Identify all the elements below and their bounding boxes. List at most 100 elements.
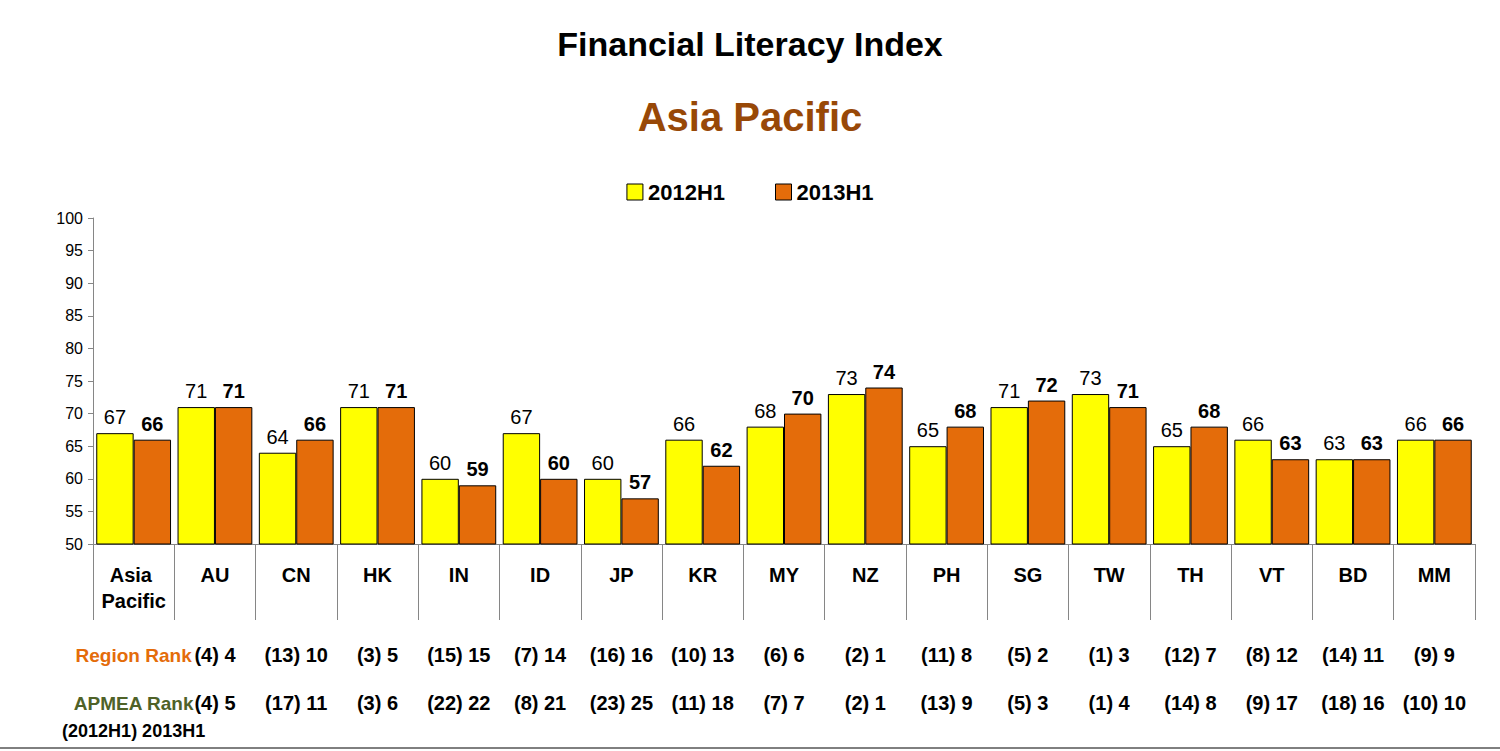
- svg-text:ID: ID: [530, 564, 550, 586]
- svg-text:65: 65: [917, 419, 939, 441]
- svg-text:55: 55: [65, 503, 83, 520]
- svg-text:KR: KR: [688, 564, 717, 586]
- svg-text:(11) 8: (11) 8: [921, 644, 972, 666]
- svg-text:71: 71: [998, 380, 1020, 402]
- svg-text:(13) 9: (13) 9: [920, 692, 972, 714]
- svg-text:2013H1: 2013H1: [797, 180, 874, 205]
- svg-text:66: 66: [1405, 413, 1427, 435]
- svg-text:2012H1: 2012H1: [648, 180, 725, 205]
- svg-text:(2012H1) 2013H1: (2012H1) 2013H1: [62, 721, 205, 741]
- svg-text:Pacific: Pacific: [101, 590, 165, 612]
- svg-text:Financial Literacy Index: Financial Literacy Index: [557, 25, 943, 63]
- svg-text:(8) 21: (8) 21: [514, 692, 566, 714]
- svg-text:73: 73: [1079, 367, 1101, 389]
- svg-text:(1) 4: (1) 4: [1089, 692, 1131, 714]
- svg-text:(10) 13: (10) 13: [671, 644, 734, 666]
- svg-text:71: 71: [185, 380, 207, 402]
- svg-text:60: 60: [429, 452, 451, 474]
- svg-text:(1) 3: (1) 3: [1089, 644, 1130, 666]
- svg-text:71: 71: [385, 380, 407, 402]
- svg-text:80: 80: [65, 340, 83, 357]
- svg-text:62: 62: [710, 439, 732, 461]
- svg-text:71: 71: [348, 380, 370, 402]
- svg-text:(9) 17: (9) 17: [1246, 692, 1298, 714]
- svg-text:72: 72: [1035, 374, 1057, 396]
- svg-text:BD: BD: [1339, 564, 1368, 586]
- svg-text:68: 68: [954, 400, 976, 422]
- svg-text:68: 68: [754, 400, 776, 422]
- svg-text:Asia: Asia: [110, 564, 158, 586]
- svg-text:66: 66: [304, 413, 326, 435]
- svg-text:NZ: NZ: [852, 564, 879, 586]
- svg-text:63: 63: [1361, 432, 1383, 454]
- svg-text:IN: IN: [449, 564, 469, 586]
- svg-text:(15) 15: (15) 15: [427, 644, 490, 666]
- svg-text:(3) 5: (3) 5: [357, 644, 398, 666]
- svg-text:TH: TH: [1177, 564, 1204, 586]
- svg-text:50: 50: [65, 536, 83, 553]
- svg-text:71: 71: [223, 380, 245, 402]
- svg-text:71: 71: [1117, 380, 1139, 402]
- svg-text:67: 67: [510, 406, 532, 428]
- svg-text:(4) 4: (4) 4: [194, 644, 236, 666]
- svg-text:66: 66: [1242, 413, 1264, 435]
- svg-text:(17) 11: (17) 11: [265, 692, 327, 714]
- svg-text:(18) 16: (18) 16: [1321, 692, 1384, 714]
- svg-text:70: 70: [65, 405, 83, 422]
- svg-text:APMEA Rank: APMEA Rank: [74, 693, 194, 714]
- svg-text:(13) 10: (13) 10: [265, 644, 328, 666]
- svg-text:73: 73: [835, 367, 857, 389]
- svg-text:(8) 12: (8) 12: [1246, 644, 1298, 666]
- svg-text:(11) 18: (11) 18: [672, 692, 734, 714]
- svg-text:66: 66: [1442, 413, 1464, 435]
- svg-text:(5) 3: (5) 3: [1007, 692, 1048, 714]
- svg-text:64: 64: [266, 426, 288, 448]
- svg-text:57: 57: [629, 471, 651, 493]
- svg-text:(3) 6: (3) 6: [357, 692, 398, 714]
- svg-text:TW: TW: [1094, 564, 1125, 586]
- svg-text:(14) 8: (14) 8: [1164, 692, 1216, 714]
- svg-text:(7) 14: (7) 14: [514, 644, 567, 666]
- svg-text:60: 60: [592, 452, 614, 474]
- svg-text:AU: AU: [200, 564, 229, 586]
- svg-text:70: 70: [792, 387, 814, 409]
- svg-text:75: 75: [65, 373, 83, 390]
- svg-text:(16) 16: (16) 16: [590, 644, 653, 666]
- svg-text:(14) 11: (14) 11: [1322, 644, 1384, 666]
- svg-text:MM: MM: [1418, 564, 1451, 586]
- svg-text:PH: PH: [933, 564, 961, 586]
- svg-text:59: 59: [466, 458, 488, 480]
- svg-text:SG: SG: [1013, 564, 1042, 586]
- svg-text:JP: JP: [609, 564, 633, 586]
- svg-text:(9) 9: (9) 9: [1414, 644, 1455, 666]
- svg-text:65: 65: [1161, 419, 1183, 441]
- svg-text:(4) 5: (4) 5: [194, 692, 235, 714]
- svg-text:CN: CN: [282, 564, 311, 586]
- svg-text:60: 60: [65, 470, 83, 487]
- svg-text:(5) 2: (5) 2: [1007, 644, 1048, 666]
- svg-text:(23) 25: (23) 25: [590, 692, 653, 714]
- svg-text:60: 60: [548, 452, 570, 474]
- svg-text:66: 66: [673, 413, 695, 435]
- svg-text:MY: MY: [769, 564, 800, 586]
- svg-text:74: 74: [873, 361, 896, 383]
- svg-text:VT: VT: [1259, 564, 1285, 586]
- svg-text:63: 63: [1323, 432, 1345, 454]
- svg-text:63: 63: [1279, 432, 1301, 454]
- svg-text:90: 90: [65, 275, 83, 292]
- svg-text:HK: HK: [363, 564, 392, 586]
- svg-text:65: 65: [65, 438, 83, 455]
- svg-text:Asia Pacific: Asia Pacific: [638, 95, 863, 139]
- svg-text:95: 95: [65, 242, 83, 259]
- svg-text:85: 85: [65, 307, 83, 324]
- svg-text:(2) 1: (2) 1: [845, 644, 886, 666]
- svg-text:66: 66: [141, 413, 163, 435]
- svg-text:(12) 7: (12) 7: [1164, 644, 1216, 666]
- svg-text:Region Rank: Region Rank: [76, 645, 193, 666]
- svg-text:100: 100: [56, 210, 83, 227]
- svg-text:(22) 22: (22) 22: [427, 692, 490, 714]
- svg-text:68: 68: [1198, 400, 1220, 422]
- svg-text:(7) 7: (7) 7: [763, 692, 804, 714]
- svg-text:(2) 1: (2) 1: [845, 692, 886, 714]
- svg-text:(6) 6: (6) 6: [763, 644, 804, 666]
